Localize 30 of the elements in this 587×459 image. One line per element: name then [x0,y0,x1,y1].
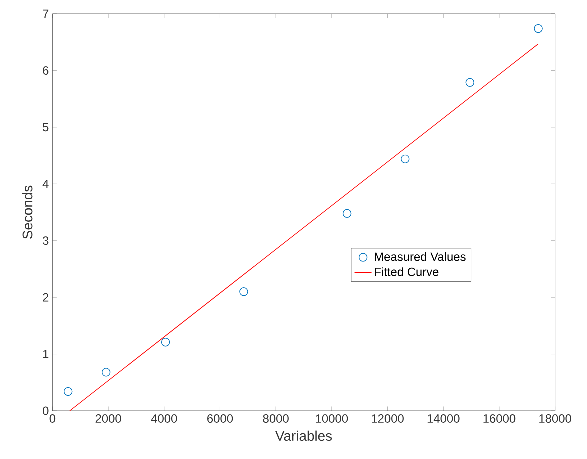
x-tick-label: 12000 [372,414,404,423]
x-tick-label: 16000 [484,414,516,423]
x-tick-label: 10000 [316,414,348,423]
x-tick-label: 18000 [540,414,572,423]
legend-label: Measured Values [375,252,466,262]
point [240,288,248,296]
point [342,209,352,218]
x-tick-label: 4000 [151,414,178,423]
point [102,368,111,377]
y-tick-label: 6 [43,66,49,75]
y-tick-label: 0 [43,406,49,416]
point [161,338,170,347]
y-tick-label: 5 [43,123,49,132]
y-tick-label: 3 [42,236,49,246]
point [64,387,73,396]
x-tick-label: 8000 [263,414,289,423]
y-tick-label: 2 [43,293,49,302]
x-tick-label: 6000 [208,414,234,423]
legend-label: Fitted Curve [375,268,439,276]
point [466,78,474,87]
point [401,154,410,164]
y-tick-label: 1 [43,350,49,358]
y-tick-label: 4 [42,180,49,188]
x-axis-title: Variables [276,430,332,442]
x-tick-label: 14000 [428,414,460,423]
point [534,24,543,34]
x-tick-label: 0 [50,414,56,423]
y-tick-label: 7 [43,10,49,18]
x-tick-label: 2000 [96,414,122,423]
y-axis-title: Seconds [22,186,33,239]
